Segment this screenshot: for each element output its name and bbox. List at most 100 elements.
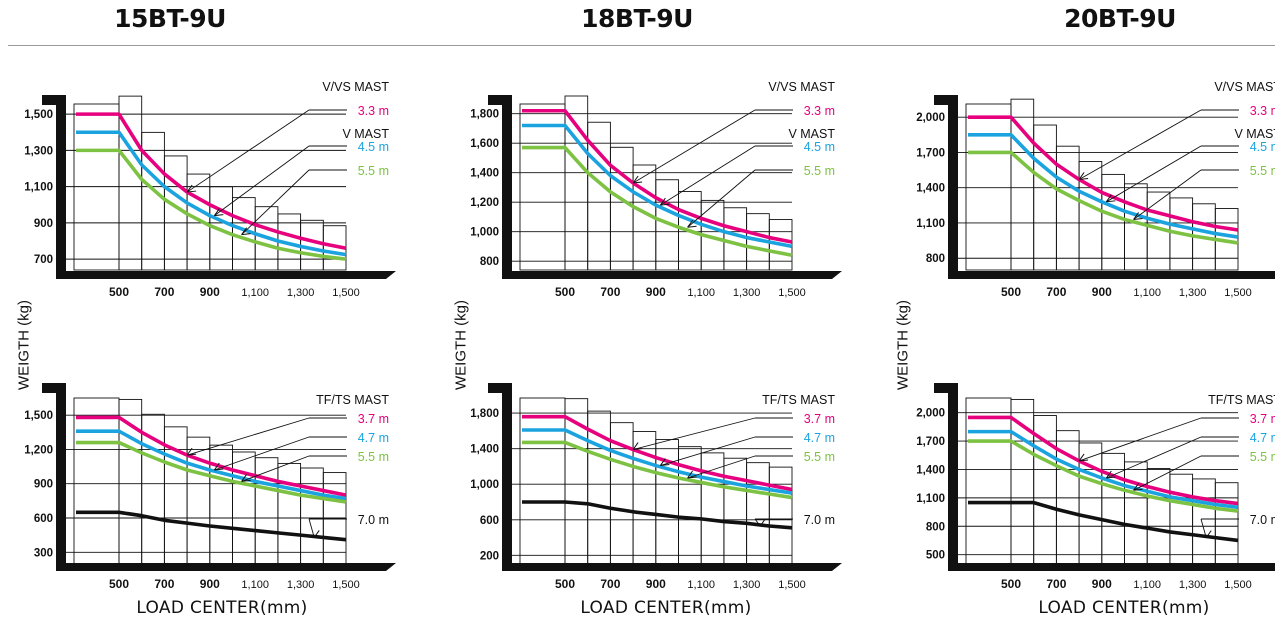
- x-tick-label: 500: [555, 285, 575, 299]
- y-tick-label: 1,500: [24, 109, 53, 121]
- series-line: [968, 429, 1239, 510]
- mast-group-label: V/VS MAST: [768, 80, 835, 94]
- x-axis-label-18bt: LOAD CENTER(mm): [580, 598, 752, 618]
- grid-cell: [1192, 478, 1216, 567]
- y-tick-label: 600: [34, 513, 53, 525]
- x-tick-label: 1,500: [778, 287, 806, 299]
- leader-line: [1133, 455, 1202, 491]
- leader-arrow: [1205, 530, 1216, 539]
- grid-cell: [300, 219, 324, 271]
- leader-arrow: [1078, 453, 1089, 462]
- y-tick-label: 1,600: [470, 138, 499, 150]
- series-line: [76, 112, 347, 251]
- leader-line: [687, 169, 756, 228]
- grid-cell: [1146, 468, 1171, 567]
- leader-line: [214, 436, 310, 471]
- x-tick-label: 1,100: [241, 579, 269, 591]
- x-tick-label: 1,300: [733, 287, 761, 299]
- y-tick-label: 1,800: [470, 109, 499, 121]
- grid-cell: [965, 103, 1012, 271]
- series-line: [968, 132, 1239, 239]
- grid-cell: [1033, 415, 1057, 567]
- legend-label: 3.7 m: [1250, 412, 1275, 426]
- y-tick-label: 1,400: [470, 444, 499, 456]
- leader-line: [308, 518, 315, 538]
- x-tick-label: 900: [200, 285, 220, 299]
- leader-line: [1078, 417, 1202, 462]
- chart-20bt-9u-tfts: [934, 383, 1275, 571]
- grid-cell: [1214, 482, 1239, 567]
- leader-arrow: [759, 518, 770, 527]
- legend-label: 4.7 m: [358, 431, 389, 445]
- legend-label: 4.7 m: [804, 431, 835, 445]
- series-line: [522, 123, 793, 249]
- x-tick-label: 700: [600, 577, 620, 591]
- x-tick-label: 900: [646, 285, 666, 299]
- y-tick-label: 1,000: [470, 227, 499, 239]
- grid-cell: [1124, 461, 1148, 567]
- series-line: [76, 130, 347, 257]
- x-tick-label: 1,100: [1133, 287, 1161, 299]
- legend-label: 5.5 m: [358, 450, 389, 464]
- x-tick-label: 1,300: [733, 579, 761, 591]
- leader-line: [241, 169, 310, 235]
- leader-line: [632, 109, 756, 184]
- y-tick-label: 1,100: [916, 493, 945, 505]
- grid-cell: [1169, 473, 1194, 567]
- series-line: [968, 415, 1239, 506]
- y-tick-label: 200: [480, 550, 499, 562]
- leader-line: [1106, 436, 1202, 479]
- sub-group-label: V MAST: [788, 127, 835, 141]
- legend-label: 3.3 m: [804, 104, 835, 118]
- x-tick-label: 1,100: [687, 579, 715, 591]
- leader-arrow: [632, 442, 643, 451]
- series-line: [76, 148, 347, 261]
- series-line: [968, 150, 1239, 245]
- leader-line: [186, 109, 310, 193]
- mast-group-label: V/VS MAST: [322, 80, 389, 94]
- x-tick-label: 1,300: [1179, 579, 1207, 591]
- leader-line: [1133, 169, 1202, 220]
- leader-arrow: [1078, 172, 1089, 180]
- leader-arrow: [1105, 194, 1116, 203]
- x-tick-label: 500: [109, 577, 129, 591]
- x-tick-label: 900: [1092, 285, 1112, 299]
- y-tick-label: 700: [34, 254, 53, 266]
- grid-cell: [73, 397, 120, 567]
- y-tick-label: 600: [480, 515, 499, 527]
- series-line: [522, 500, 793, 530]
- x-tick-label: 1,500: [1224, 287, 1252, 299]
- x-tick-label: 900: [646, 577, 666, 591]
- leader-arrow: [632, 175, 643, 184]
- series-line: [522, 440, 793, 500]
- legend-label: 5.5 m: [804, 450, 835, 464]
- leader-line: [632, 417, 756, 450]
- leader-line: [1106, 145, 1202, 203]
- grid-cell: [519, 397, 566, 567]
- leader-line: [241, 455, 310, 482]
- grid-cell: [768, 466, 793, 567]
- leader-line: [687, 455, 756, 479]
- leader-arrow: [1133, 212, 1143, 220]
- series-line: [76, 440, 347, 504]
- grid-cell: [1101, 452, 1125, 567]
- legend-label: 4.5 m: [358, 140, 389, 154]
- x-tick-label: 500: [109, 285, 129, 299]
- series-line: [76, 510, 347, 542]
- chart-15bt-9u-tfts: [42, 383, 396, 571]
- grid-cell: [564, 95, 589, 271]
- grid-cell: [300, 467, 324, 567]
- series-line: [76, 429, 347, 501]
- chart-15bt-9u-vvs: [42, 95, 396, 279]
- leader-arrow: [186, 184, 197, 193]
- series-line: [968, 500, 1239, 543]
- x-tick-label: 700: [154, 285, 174, 299]
- model-title-15bt: 15BT-9U: [114, 4, 226, 33]
- leader-arrow: [313, 530, 324, 538]
- legend-label: 7.0 m: [358, 513, 389, 527]
- x-tick-label: 1,300: [1179, 287, 1207, 299]
- sub-group-label: V MAST: [1234, 127, 1275, 141]
- y-tick-label: 1,700: [916, 147, 945, 159]
- leader-line: [186, 417, 310, 456]
